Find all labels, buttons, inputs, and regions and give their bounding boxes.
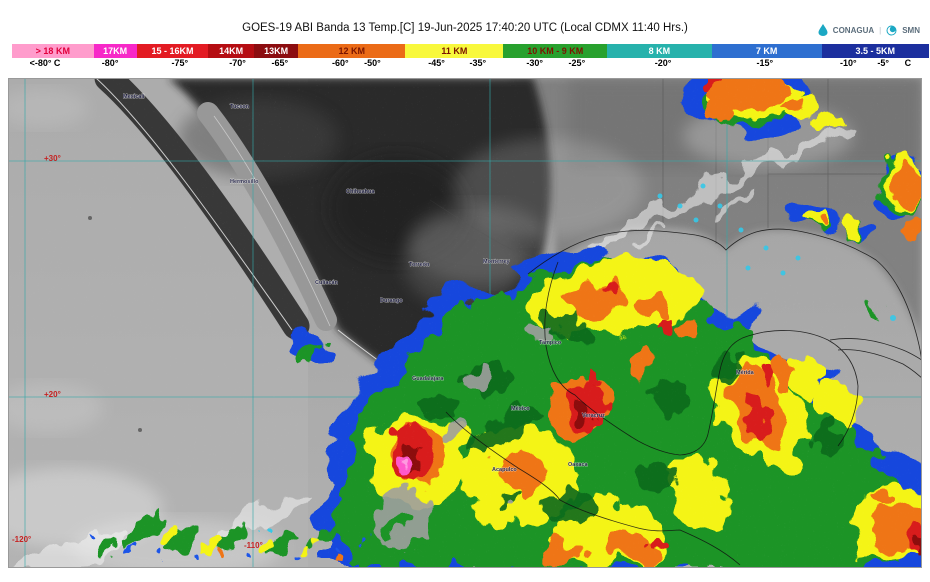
city-label: Hermosillo — [230, 179, 259, 185]
city-label: Oaxaca — [568, 462, 589, 468]
city-label: Guadalajara — [412, 376, 444, 382]
legend-segment: 3.5 - 5KM — [821, 44, 929, 58]
legend-temp-tick: -70° — [229, 58, 246, 68]
legend-segment: 7 KM — [711, 44, 822, 58]
city-label: Acapulco — [492, 467, 517, 473]
coordinate-label: +30° — [44, 154, 61, 163]
satellite-image: Mexicali Tucson Hermosillo Chihuahua Culiacá… — [0, 64, 930, 579]
color-scale-legend: > 18 KM 17KM 15 - 16KM 14KM 13KM 12 KM 11 KM 10… — [12, 44, 929, 71]
legend-altitude-row: > 18 KM 17KM 15 - 16KM 14KM 13KM 12 KM 11 KM 10… — [12, 44, 929, 58]
legend-temp-tick: -25° — [568, 58, 586, 68]
legend-temp-tick: -45° — [428, 58, 445, 68]
city-label: Chihuahua — [346, 189, 375, 195]
coordinate-labels: +30° +20° -120° -110° — [12, 154, 263, 550]
map-border — [8, 78, 922, 568]
legend-temp-tick: -50° — [364, 58, 381, 68]
coordinate-label: +20° — [44, 390, 61, 399]
satellite-map: Mexicali Tucson Hermosillo Chihuahua Culiacá… — [0, 64, 930, 579]
city-label: Monterrey — [483, 259, 511, 265]
legend-temp-tick: -75° — [171, 58, 189, 68]
logo-separator: | — [879, 25, 882, 35]
page-title: GOES-19 ABI Banda 13 Temp.[C] 19-Jun-202… — [242, 22, 688, 34]
legend-segment: > 18 KM — [12, 44, 94, 58]
legend-temp-tick: -65° — [271, 58, 289, 68]
conagua-label: CONAGUA — [832, 25, 875, 35]
city-label: Mérida — [736, 370, 755, 376]
legend-temp-tick: C — [904, 58, 912, 68]
legend-segment: 14KM — [208, 44, 255, 58]
legend-segment: 12 KM — [298, 44, 406, 58]
grain-overlay — [8, 78, 922, 568]
legend-segment: 13KM — [254, 44, 299, 58]
city-label: Veracruz — [582, 413, 605, 419]
legend-segment: 15 - 16KM — [136, 44, 209, 58]
legend-temp-tick: -35° — [469, 58, 487, 68]
conagua-drop-icon — [818, 24, 828, 36]
city-label: Culiacán — [315, 280, 339, 286]
agency-logos: CONAGUA | SMN — [818, 24, 920, 36]
legend-temp-tick: -20° — [654, 58, 672, 68]
legend-temp-tick: -30° — [526, 58, 543, 68]
legend-segment: 8 KM — [607, 44, 712, 58]
legend-temp-tick: -5° — [877, 58, 889, 68]
legend-temp-tick: -10° — [839, 58, 857, 68]
legend-temp-tick: <-80° C — [29, 58, 61, 68]
city-label: Torreón — [409, 262, 430, 268]
city-labels: Mexicali Tucson Hermosillo Chihuahua Culiacá… — [123, 94, 755, 474]
legend-temp-tick: -15° — [756, 58, 774, 68]
city-label: Tampico — [539, 340, 562, 346]
city-label: México — [511, 406, 530, 412]
legend-temp-tick: -60° — [331, 58, 349, 68]
legend-segment: 11 KM — [405, 44, 504, 58]
smn-swirl-icon — [886, 25, 897, 35]
city-label: Durango — [380, 298, 403, 304]
coordinate-label: -110° — [244, 541, 263, 550]
smn-label: SMN — [902, 25, 920, 35]
legend-temp-tick: -80° — [101, 58, 119, 68]
legend-segment: 10 KM - 9 KM — [503, 44, 608, 58]
city-label: Tucson — [230, 104, 250, 110]
coordinate-label: -120° — [12, 535, 31, 544]
legend-temperature-row: <-80° C -80° -75° -70° -65° -60° -50° -45° -35° -… — [12, 58, 929, 71]
legend-segment: 17KM — [93, 44, 137, 58]
city-label: Mexicali — [123, 94, 145, 100]
